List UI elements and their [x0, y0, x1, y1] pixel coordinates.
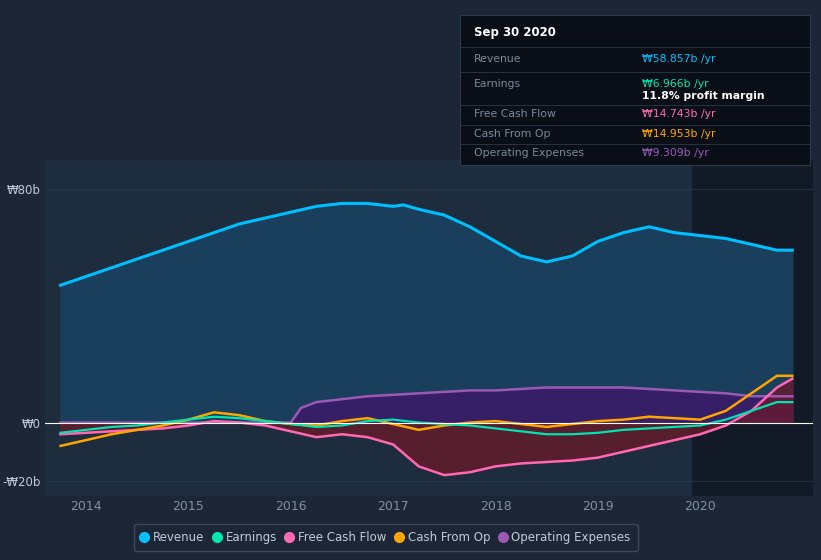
- Text: 11.8% profit margin: 11.8% profit margin: [642, 91, 764, 101]
- Text: ₩9.309b /yr: ₩9.309b /yr: [642, 148, 709, 158]
- Text: ₩6.966b /yr: ₩6.966b /yr: [642, 79, 709, 89]
- Text: ₩14.743b /yr: ₩14.743b /yr: [642, 109, 715, 119]
- Text: Free Cash Flow: Free Cash Flow: [474, 109, 556, 119]
- Bar: [692, 160, 813, 496]
- Text: Revenue: Revenue: [474, 54, 521, 63]
- Text: Cash From Op: Cash From Op: [474, 128, 551, 138]
- Legend: Revenue, Earnings, Free Cash Flow, Cash From Op, Operating Expenses: Revenue, Earnings, Free Cash Flow, Cash …: [134, 524, 638, 551]
- Text: Sep 30 2020: Sep 30 2020: [474, 26, 556, 39]
- Text: ₩58.857b /yr: ₩58.857b /yr: [642, 54, 715, 63]
- Text: ₩14.953b /yr: ₩14.953b /yr: [642, 128, 715, 138]
- Text: Earnings: Earnings: [474, 79, 521, 89]
- Text: Operating Expenses: Operating Expenses: [474, 148, 584, 158]
